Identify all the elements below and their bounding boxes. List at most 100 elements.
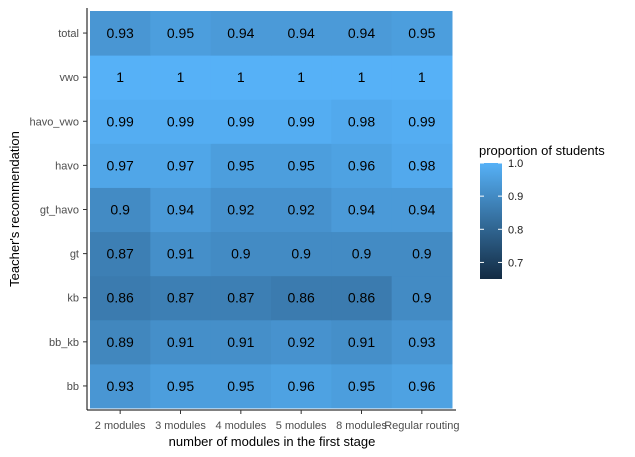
heatmap-cell xyxy=(391,275,453,321)
cell-value-label: 0.98 xyxy=(348,113,375,129)
legend-tick-label: 0.8 xyxy=(508,224,523,236)
cell-value-label: 0.99 xyxy=(288,113,315,129)
heatmap-cell xyxy=(150,11,212,56)
heatmap-cell xyxy=(331,11,393,56)
cell-value-label: 0.93 xyxy=(408,334,435,350)
heatmap-cell xyxy=(90,231,151,277)
legend-tick-label: 1.0 xyxy=(508,158,523,170)
heatmap-cell xyxy=(271,231,332,277)
cell-value-label: 0.95 xyxy=(348,378,375,394)
heatmap-cell xyxy=(271,99,332,144)
y-tick-label: havo xyxy=(55,160,79,172)
cell-value-label: 0.93 xyxy=(107,25,134,41)
heatmap-cell xyxy=(210,363,272,409)
heatmap-cell xyxy=(210,55,272,100)
y-axis-title: Teacher's recommendation xyxy=(7,131,22,287)
heatmap-cell xyxy=(271,143,332,188)
cell-value-label: 1 xyxy=(358,69,366,85)
heatmap-cell xyxy=(331,363,393,409)
cell-value-label: 0.87 xyxy=(227,290,254,306)
cell-value-label: 0.97 xyxy=(167,157,194,173)
x-axis-title: number of modules in the first stage xyxy=(169,434,376,449)
cell-value-label: 0.91 xyxy=(167,246,194,262)
cell-value-labels: 0.93 0.95 0.95 0.96 0.95 0.960.89 0.91 0.91 0.92… xyxy=(107,25,436,394)
cell-value-label: 0.97 xyxy=(107,157,134,173)
heatmap-cell xyxy=(90,99,151,144)
heatmap-cell xyxy=(391,363,453,409)
heatmap-cell xyxy=(210,11,272,56)
cell-value-label: 1 xyxy=(297,69,305,85)
heatmap-cell xyxy=(150,55,212,100)
heatmap-cell xyxy=(150,319,212,365)
heatmap-cell xyxy=(150,231,212,277)
cell-value-label: 0.95 xyxy=(227,157,254,173)
y-tick-label: gt_havo xyxy=(40,205,79,217)
y-tick-label: gt xyxy=(70,249,79,261)
legend-tick-label: 0.9 xyxy=(508,191,523,203)
color-legend: proportion of students 1.0 0.9 0.8 0.7 xyxy=(479,143,605,279)
cell-value-label: 0.98 xyxy=(408,157,435,173)
heatmap-cell xyxy=(210,319,272,365)
cell-value-label: 0.99 xyxy=(167,113,194,129)
cell-value-label: 0.86 xyxy=(348,290,375,306)
cell-value-label: 0.86 xyxy=(288,290,315,306)
heatmap-cell xyxy=(210,99,272,144)
heatmap-cells xyxy=(90,11,453,409)
cell-value-label: 0.9 xyxy=(291,246,311,262)
y-tick-label: vwo xyxy=(59,72,79,84)
cell-value-label: 0.92 xyxy=(288,202,315,218)
x-tick-label: Regular routing xyxy=(384,420,459,432)
cell-value-label: 0.9 xyxy=(231,246,251,262)
y-tick-label: bb_kb xyxy=(49,337,79,349)
heatmap-cell xyxy=(90,275,151,321)
cell-value-label: 0.91 xyxy=(167,334,194,350)
heatmap-cell xyxy=(150,275,212,321)
heatmap-cell xyxy=(90,143,151,188)
cell-value-label: 0.86 xyxy=(107,290,134,306)
cell-value-label: 0.99 xyxy=(408,113,435,129)
heatmap-cell xyxy=(210,231,272,277)
cell-value-label: 0.9 xyxy=(412,246,432,262)
heatmap-cell xyxy=(210,143,272,188)
cell-value-label: 0.95 xyxy=(288,157,315,173)
heatmap-cell xyxy=(271,11,332,56)
cell-value-label: 0.87 xyxy=(167,290,194,306)
heatmap-cell xyxy=(90,319,151,365)
y-axis-ticks: bb bb_kb kb gt gt_havo havo havo_vwo vwo total xyxy=(29,28,87,393)
cell-value-label: 0.94 xyxy=(167,202,194,218)
x-tick-label: 3 modules xyxy=(155,420,206,432)
cell-value-label: 0.96 xyxy=(408,378,435,394)
heatmap-cell xyxy=(210,187,272,233)
x-axis-ticks: 2 modules 3 modules 4 modules 5 modules 8 mo… xyxy=(95,410,459,432)
cell-value-label: 0.92 xyxy=(288,334,315,350)
cell-value-label: 0.96 xyxy=(348,157,375,173)
heatmap-cell xyxy=(210,275,272,321)
cell-value-label: 0.87 xyxy=(107,246,134,262)
legend-colorbar xyxy=(480,163,502,279)
y-tick-label: kb xyxy=(67,293,79,305)
cell-value-label: 1 xyxy=(116,69,124,85)
cell-value-label: 0.9 xyxy=(110,202,130,218)
cell-value-label: 0.89 xyxy=(107,334,134,350)
heatmap-cell xyxy=(271,363,332,409)
heatmap-cell xyxy=(391,11,453,56)
heatmap-cell xyxy=(331,99,393,144)
heatmap-cell xyxy=(331,319,393,365)
x-tick-label: 4 modules xyxy=(215,420,266,432)
heatmap-cell xyxy=(271,275,332,321)
heatmap-cell xyxy=(391,231,453,277)
cell-value-label: 1 xyxy=(237,69,245,85)
cell-value-label: 0.94 xyxy=(288,25,315,41)
heatmap-cell xyxy=(90,11,151,56)
heatmap-cell xyxy=(271,187,332,233)
legend-tick-label: 0.7 xyxy=(508,257,523,269)
heatmap-cell xyxy=(391,143,453,188)
legend-ticks: 1.0 0.9 0.8 0.7 xyxy=(480,158,523,269)
heatmap-cell xyxy=(331,275,393,321)
cell-value-label: 1 xyxy=(418,69,426,85)
heatmap-cell xyxy=(391,99,453,144)
heatmap-cell xyxy=(90,55,151,100)
cell-value-label: 0.94 xyxy=(348,25,375,41)
cell-value-label: 0.94 xyxy=(408,202,435,218)
